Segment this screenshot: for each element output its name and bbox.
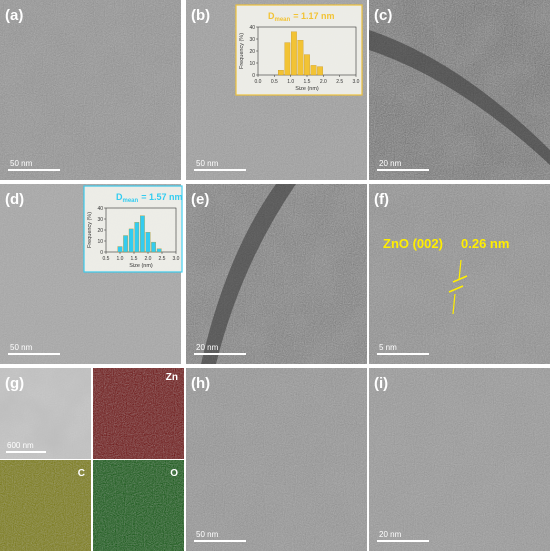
panel-label: (g) bbox=[5, 375, 24, 392]
x-tick-label: 0.5 bbox=[271, 79, 278, 85]
x-tick-label: 2.5 bbox=[336, 79, 343, 85]
scale-bar-label: 600 nm bbox=[7, 441, 34, 450]
x-axis-label: Size (nm) bbox=[129, 263, 153, 269]
texture bbox=[369, 368, 550, 551]
y-tick-label: 20 bbox=[249, 49, 255, 55]
scale-bar-label: 20 nm bbox=[379, 159, 402, 168]
histogram-bar bbox=[151, 241, 156, 253]
y-tick-label: 20 bbox=[97, 228, 103, 234]
arrow bbox=[452, 293, 456, 315]
texture bbox=[93, 368, 184, 459]
y-tick-label: 40 bbox=[249, 25, 255, 31]
arrow bbox=[458, 259, 462, 281]
scale-bar-label: 20 nm bbox=[196, 343, 219, 352]
panel-label: (e) bbox=[191, 191, 209, 208]
panel-label: (b) bbox=[191, 7, 210, 24]
histogram-bar bbox=[134, 222, 140, 253]
scale-bar-label: 50 nm bbox=[10, 343, 33, 352]
y-axis-label: Frequency (%) bbox=[87, 212, 93, 248]
histogram-bar bbox=[128, 228, 134, 253]
y-tick-label: 0 bbox=[100, 250, 103, 256]
x-tick-label: 2.0 bbox=[320, 79, 327, 85]
subscript: mean bbox=[275, 17, 291, 23]
histogram-bar bbox=[297, 40, 304, 76]
x-tick-label: 1.5 bbox=[131, 256, 138, 262]
y-tick-label: 30 bbox=[249, 37, 255, 43]
lattice-fringe bbox=[448, 285, 464, 293]
title-text: = 1.57 nm bbox=[141, 192, 182, 202]
inset-title: Dmean = 1.17 nm bbox=[268, 11, 334, 23]
panel-label: (f) bbox=[374, 191, 389, 208]
spacing-label: 0.26 nm bbox=[461, 236, 509, 251]
texture bbox=[93, 460, 184, 551]
scale-bar-label: 20 nm bbox=[379, 530, 402, 539]
symbol: D bbox=[116, 192, 123, 202]
x-tick-label: 3.0 bbox=[353, 79, 360, 85]
histogram-bar bbox=[317, 66, 323, 76]
x-tick-label: 0.5 bbox=[103, 256, 110, 262]
y-tick-label: 10 bbox=[249, 61, 255, 67]
scale-bar-label: 50 nm bbox=[196, 159, 219, 168]
panel-label: (c) bbox=[374, 7, 392, 24]
phase-label: ZnO (002) bbox=[383, 236, 443, 251]
x-axis-label: Size (nm) bbox=[295, 86, 319, 92]
scale-bar-label: 50 nm bbox=[10, 159, 33, 168]
y-axis-label: Frequency (%) bbox=[239, 33, 245, 69]
map-label: O bbox=[170, 468, 178, 479]
histogram-bar bbox=[117, 246, 123, 253]
inset-title: Dmean = 1.57 nm bbox=[116, 192, 182, 204]
texture bbox=[0, 0, 181, 180]
panel-label: (i) bbox=[374, 375, 388, 392]
histogram-bar bbox=[140, 215, 145, 253]
texture bbox=[186, 368, 367, 551]
y-tick-label: 40 bbox=[97, 206, 103, 212]
histogram-bar bbox=[123, 235, 128, 253]
x-tick-label: 0.0 bbox=[255, 79, 262, 85]
symbol: D bbox=[268, 11, 275, 21]
scale-bar-label: 5 nm bbox=[379, 343, 397, 352]
histogram-bar bbox=[291, 31, 297, 76]
y-tick-label: 10 bbox=[97, 239, 103, 245]
histogram-bar bbox=[310, 65, 317, 76]
map-label: C bbox=[78, 468, 85, 479]
panel-label: (h) bbox=[191, 375, 210, 392]
graphene-edge bbox=[201, 184, 296, 364]
histogram-bar bbox=[304, 54, 310, 76]
histogram-bar bbox=[284, 42, 291, 76]
lattice-fringe bbox=[452, 275, 468, 283]
x-tick-label: 1.0 bbox=[117, 256, 124, 262]
y-tick-label: 30 bbox=[97, 217, 103, 223]
histogram-bar bbox=[145, 232, 151, 253]
subscript: mean bbox=[123, 198, 139, 204]
x-tick-label: 2.5 bbox=[159, 256, 166, 262]
map-label: Zn bbox=[166, 372, 178, 383]
texture bbox=[0, 368, 91, 459]
histogram-bar bbox=[278, 70, 284, 76]
panel-label: (a) bbox=[5, 7, 23, 24]
texture bbox=[0, 460, 91, 551]
y-tick-label: 0 bbox=[252, 73, 255, 79]
histogram-bar bbox=[156, 248, 162, 253]
panel-label: (d) bbox=[5, 191, 24, 208]
scale-bar-label: 50 nm bbox=[196, 530, 219, 539]
graphene-edge bbox=[369, 30, 550, 165]
x-tick-label: 1.0 bbox=[287, 79, 294, 85]
x-tick-label: 1.5 bbox=[304, 79, 311, 85]
x-tick-label: 2.0 bbox=[145, 256, 152, 262]
x-tick-label: 3.0 bbox=[173, 256, 180, 262]
title-text: = 1.17 nm bbox=[293, 11, 334, 21]
